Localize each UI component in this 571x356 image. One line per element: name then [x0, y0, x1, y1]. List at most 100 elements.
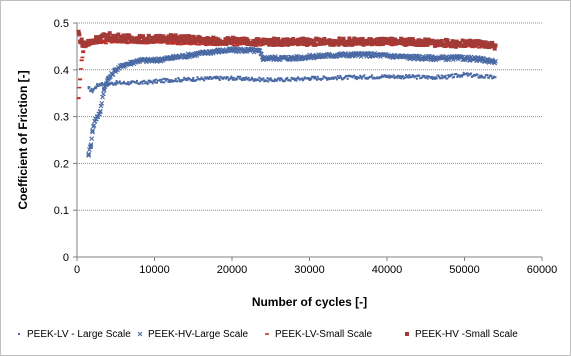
data-point: [121, 35, 126, 40]
data-point: [380, 76, 383, 79]
data-point: [369, 52, 374, 58]
data-point: [148, 81, 151, 84]
legend-marker: [137, 331, 143, 337]
data-point: [92, 118, 98, 124]
data-point: [265, 79, 268, 82]
data-point: [215, 75, 218, 78]
data-point: [208, 77, 211, 80]
data-point: [291, 55, 297, 61]
data-point: [199, 77, 202, 80]
data-point: [470, 72, 473, 75]
data-point: [395, 76, 398, 79]
data-point: [253, 79, 256, 82]
data-point: [360, 77, 363, 80]
data-point: [358, 77, 361, 80]
data-point: [401, 74, 404, 77]
data-point: [490, 40, 495, 45]
data-point: [345, 75, 348, 78]
data-point: [140, 80, 143, 83]
data-point: [454, 41, 459, 46]
data-point: [153, 79, 156, 82]
data-point: [121, 33, 126, 38]
data-point: [405, 76, 408, 79]
data-point: [238, 43, 243, 46]
data-point: [169, 79, 171, 82]
data-point: [434, 77, 437, 80]
data-point: [391, 75, 394, 78]
data-point: [93, 87, 96, 90]
data-point: [200, 76, 203, 79]
data-point: [111, 81, 114, 84]
legend-item: PEEK-HV -Small Scale: [405, 329, 518, 340]
data-point: [88, 142, 94, 148]
data-point: [227, 79, 230, 82]
data-point: [174, 42, 179, 45]
data-point: [100, 84, 103, 87]
data-point: [305, 42, 310, 47]
data-point: [235, 78, 238, 81]
data-point: [486, 74, 489, 77]
data-point: [479, 76, 482, 79]
data-point: [480, 74, 483, 77]
data-point: [322, 36, 327, 41]
data-point: [407, 37, 412, 42]
data-point: [434, 76, 437, 79]
data-point: [402, 77, 405, 80]
data-point: [402, 37, 407, 42]
data-point: [278, 79, 281, 82]
data-point: [282, 42, 287, 47]
data-point: [315, 78, 318, 81]
data-point: [80, 56, 85, 59]
data-point: [126, 81, 129, 84]
data-point: [86, 151, 92, 157]
data-point: [254, 78, 257, 81]
data-point: [90, 129, 95, 135]
data-point: [160, 81, 163, 84]
data-point: [341, 36, 346, 41]
data-point: [94, 114, 100, 119]
data-point: [438, 75, 441, 78]
data-point: [262, 40, 267, 45]
data-point: [269, 79, 272, 82]
data-point: [198, 35, 203, 40]
data-point: [164, 79, 167, 82]
data-point: [240, 78, 243, 81]
data-point: [378, 77, 381, 80]
data-point: [97, 108, 103, 114]
data-point: [113, 35, 118, 40]
data-point: [472, 39, 477, 44]
data-point: [211, 35, 216, 40]
data-point: [224, 42, 229, 47]
data-point: [215, 77, 218, 80]
data-point: [245, 39, 250, 44]
data-point: [388, 40, 393, 45]
data-point: [91, 89, 94, 92]
data-point: [174, 77, 177, 80]
y-tick-label: 0.3: [54, 112, 69, 124]
data-point: [202, 36, 207, 41]
data-point: [443, 76, 446, 79]
data-point: [170, 79, 173, 82]
data-point: [178, 80, 181, 83]
data-point: [219, 75, 222, 78]
tick-labels: 0 10000 20000 30000 40000 50000 60000 0 0.1 0.2 0.…: [54, 18, 558, 276]
x-tick-label: 60000: [527, 264, 558, 276]
legend-marker: [265, 333, 269, 335]
data-point: [346, 42, 351, 47]
data-point: [100, 94, 105, 100]
data-point: [384, 74, 387, 77]
data-point: [340, 76, 343, 79]
data-point: [130, 81, 133, 84]
data-point: [280, 42, 285, 47]
data-point: [295, 79, 298, 82]
data-point: [230, 38, 234, 43]
data-point: [313, 42, 318, 47]
data-point: [118, 80, 121, 83]
data-point: [230, 75, 233, 78]
data-point: [398, 76, 401, 79]
data-point: [338, 52, 343, 58]
data-point: [107, 31, 112, 36]
x-tick-label: 50000: [449, 264, 480, 276]
data-point: [76, 97, 81, 99]
